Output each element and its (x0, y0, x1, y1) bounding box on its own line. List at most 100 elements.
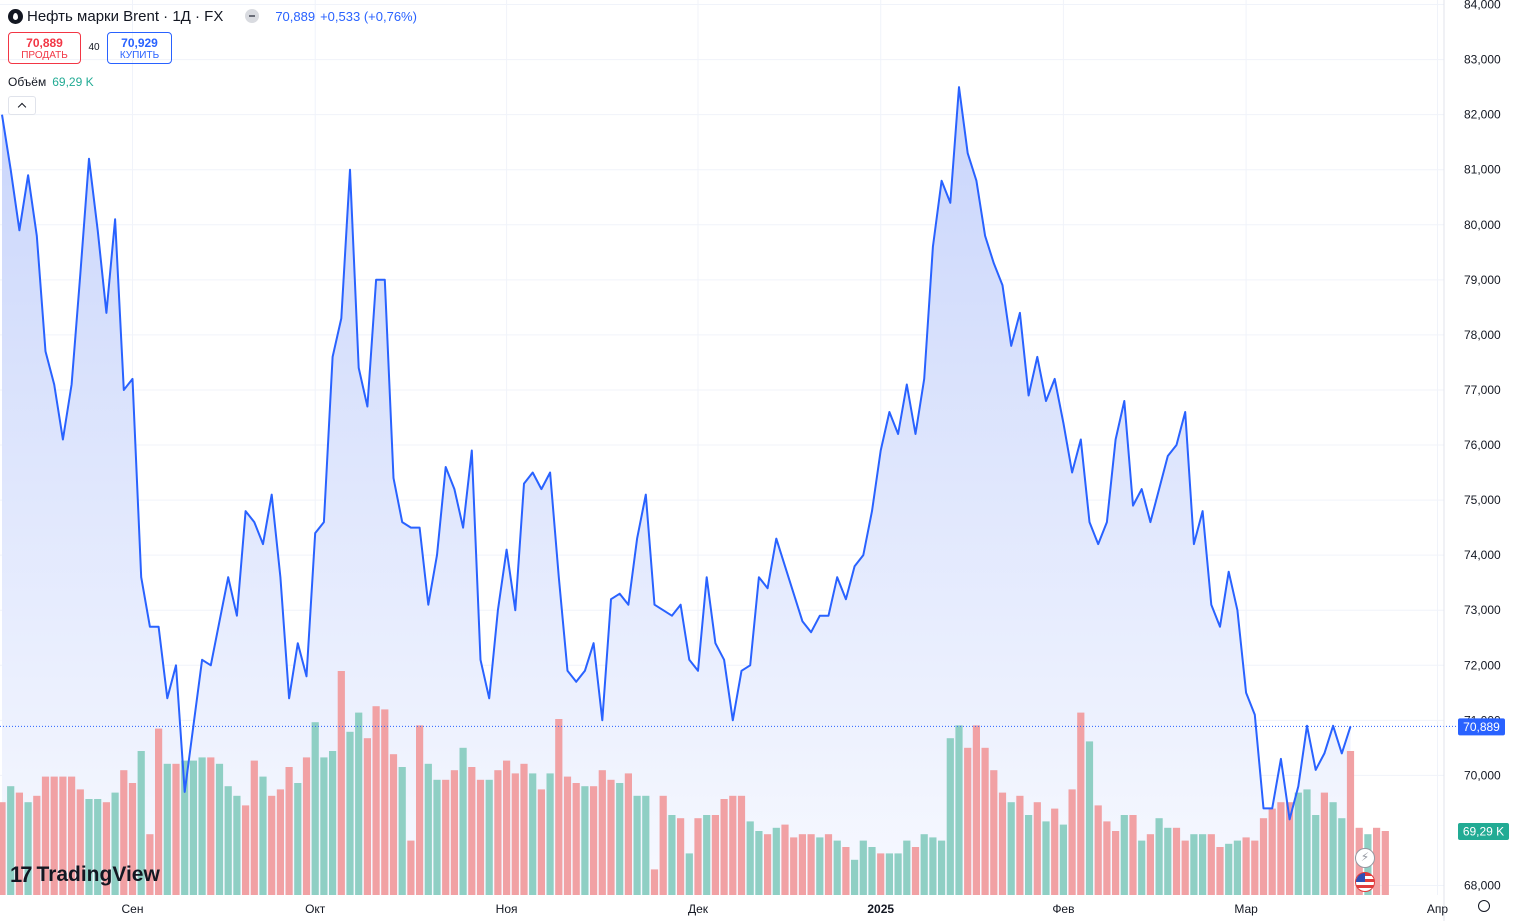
us-flag-icon[interactable] (1355, 872, 1375, 892)
volume-bar (459, 747, 467, 895)
volume-bar (485, 779, 493, 895)
volume-bar (1329, 802, 1337, 895)
price-axis[interactable]: 68,00070,00071,00072,00073,00074,00075,0… (1464, 0, 1501, 893)
minus-icon[interactable] (245, 9, 260, 23)
volume-bar (1059, 824, 1067, 895)
volume-bar (163, 763, 171, 895)
symbol-title[interactable]: Нефть марки Brent · 1Д · FX (27, 7, 224, 25)
volume-bar (320, 757, 328, 895)
lightning-icon[interactable]: ⚡ (1355, 848, 1375, 868)
collapse-legend-button[interactable] (8, 96, 36, 115)
volume-bar (572, 783, 580, 895)
last-price-badge (1458, 718, 1505, 736)
volume-bar (111, 792, 119, 895)
volume-bar (563, 776, 572, 895)
volume-bar (877, 853, 885, 895)
volume-bar (633, 795, 641, 895)
volume-bar (372, 706, 380, 895)
volume-bar (94, 799, 102, 895)
volume-label: Объём (8, 75, 47, 89)
volume-bar (955, 725, 963, 895)
volume-bar (685, 853, 693, 895)
tradingview-logo[interactable]: 17 TradingView (10, 862, 160, 888)
time-axis[interactable]: Сен Окт Ноя Дек 2025 Фев Мар Апр (122, 902, 1449, 916)
volume-bar (711, 815, 719, 895)
volume-bar (677, 818, 685, 895)
volume-bar (24, 802, 32, 895)
volume-bar (424, 763, 432, 895)
volume-bar (772, 827, 780, 895)
volume-bar (1268, 808, 1276, 895)
volume-bar (668, 815, 676, 895)
volume-bar (381, 709, 389, 895)
volume-bar (128, 783, 137, 895)
volume-bar (0, 802, 6, 895)
volume-bar (215, 763, 224, 895)
volume-bar (1172, 827, 1181, 895)
volume-bar (189, 760, 197, 895)
volume-bar (398, 767, 406, 895)
volume-bar (1112, 831, 1120, 895)
volume-bar (363, 738, 371, 895)
volume-bar (998, 792, 1007, 895)
sell-label: ПРОДАТЬ (21, 50, 68, 61)
volume-bar (476, 779, 485, 895)
sell-value: 70,889 (26, 36, 63, 50)
volume-bar (659, 795, 667, 895)
volume-bar (781, 824, 789, 895)
buy-button[interactable]: 70,929 КУПИТЬ (107, 32, 172, 64)
volume-bar (737, 795, 746, 895)
y-tick-label: 78,000 (1464, 328, 1501, 342)
volume-bar (1207, 834, 1215, 895)
volume-bar (1181, 840, 1189, 895)
volume-bar (242, 805, 250, 895)
volume-bar (302, 757, 311, 895)
volume-bar (233, 795, 241, 895)
volume-bar (337, 671, 345, 895)
volume-bars (0, 671, 1389, 895)
volume-bar (868, 847, 876, 895)
volume-bar (50, 776, 58, 895)
volume-bar (433, 779, 441, 895)
volume-bar (1007, 802, 1015, 895)
volume-bar (155, 728, 163, 895)
y-tick-label: 83,000 (1464, 53, 1501, 67)
volume-bar (181, 760, 189, 895)
volume-bar (1294, 792, 1302, 895)
gear-icon[interactable] (1478, 900, 1490, 912)
y-tick-label: 82,000 (1464, 108, 1501, 122)
volume-bar (1303, 789, 1311, 895)
x-tick-label: 2025 (867, 902, 894, 916)
volume-bar (624, 773, 632, 895)
x-tick-label: Окт (305, 902, 326, 916)
y-tick-label: 80,000 (1464, 218, 1501, 232)
volume-bar (1373, 827, 1381, 895)
volume-bar (1216, 847, 1224, 895)
y-tick-label: 74,000 (1464, 548, 1501, 562)
tradingview-wordmark: TradingView (36, 863, 160, 886)
volume-bar (1138, 840, 1146, 895)
y-tick-label: 70,000 (1464, 768, 1501, 782)
volume-bar (137, 751, 145, 895)
volume-bar (450, 770, 458, 895)
sell-button[interactable]: 70,889 ПРОДАТЬ (8, 32, 81, 64)
volume-bar (1155, 818, 1163, 895)
volume-bar (15, 792, 23, 895)
volume-bar (511, 773, 519, 895)
x-tick-label: Фев (1052, 902, 1074, 916)
volume-bar (1320, 792, 1328, 895)
volume-bar (1251, 840, 1259, 895)
volume-bar (703, 815, 711, 895)
volume-bar (1025, 815, 1033, 895)
volume-bar (546, 773, 554, 895)
volume-bar (207, 757, 215, 895)
volume-bar (494, 770, 502, 895)
x-tick-label: Мар (1234, 902, 1258, 916)
volume-bar (816, 837, 824, 895)
volume-bar (346, 731, 354, 895)
chevron-up-icon (17, 102, 27, 112)
volume-bar (894, 853, 902, 895)
volume-bar (1129, 815, 1137, 895)
volume-bar (537, 789, 545, 895)
